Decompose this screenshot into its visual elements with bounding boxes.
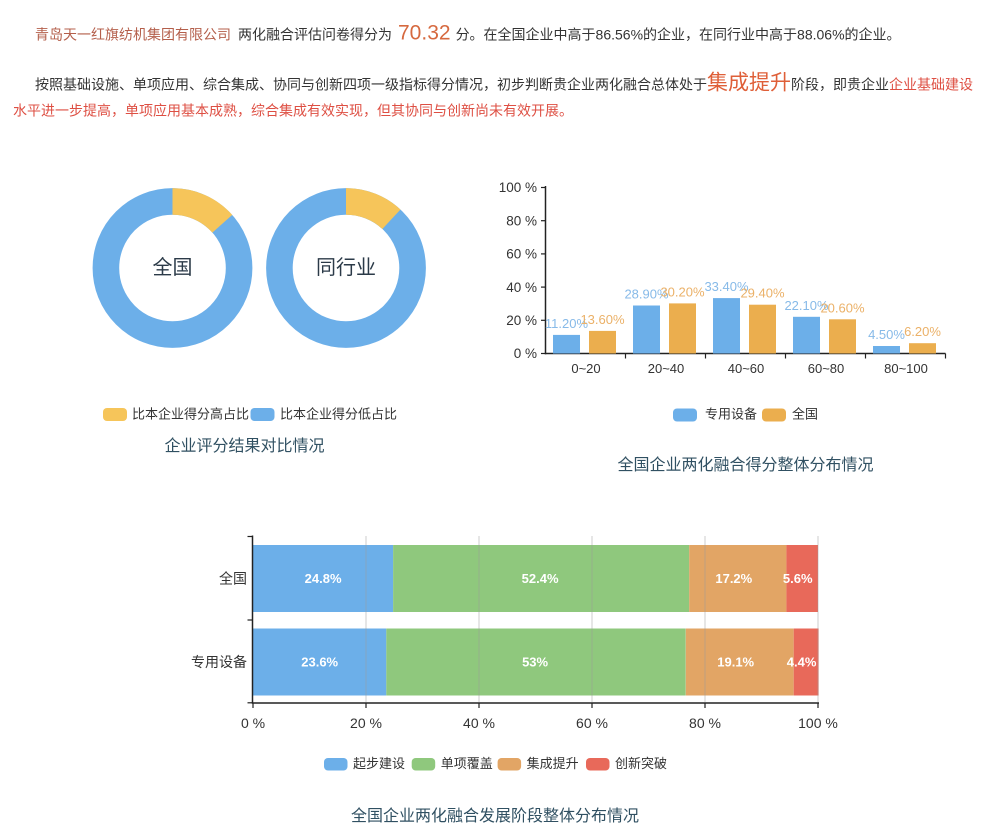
svg-text:24.8%: 24.8%: [305, 571, 342, 586]
svg-text:全国企业两化融合得分整体分布情况: 全国企业两化融合得分整体分布情况: [617, 456, 873, 474]
svg-text:40 %: 40 %: [506, 280, 537, 295]
svg-text:专用设备: 专用设备: [191, 654, 247, 670]
svg-text:创新突破: 创新突破: [615, 756, 667, 771]
svg-text:40 %: 40 %: [463, 715, 495, 731]
svg-text:全国: 全国: [153, 256, 193, 279]
svg-text:17.2%: 17.2%: [715, 571, 752, 586]
svg-text:0~20: 0~20: [571, 361, 600, 376]
svg-text:0 %: 0 %: [241, 715, 265, 731]
svg-text:水平进一步提高，单项应用基本成熟，综合集成有效实现，但其协同: 水平进一步提高，单项应用基本成熟，综合集成有效实现，但其协同与创新尚未有效开展。: [13, 103, 573, 119]
svg-text:40~60: 40~60: [728, 361, 765, 376]
svg-text:23.6%: 23.6%: [301, 655, 338, 670]
svg-text:集成提升: 集成提升: [527, 756, 579, 771]
svg-text:6.20%: 6.20%: [904, 324, 941, 339]
svg-text:比本企业得分低占比: 比本企业得分低占比: [280, 407, 397, 422]
svg-text:4.50%: 4.50%: [868, 327, 905, 342]
svg-text:29.40%: 29.40%: [740, 286, 785, 301]
svg-text:80~100: 80~100: [884, 361, 928, 376]
svg-text:80 %: 80 %: [689, 715, 721, 731]
svg-text:53%: 53%: [522, 655, 548, 670]
svg-text:60~80: 60~80: [808, 361, 845, 376]
svg-text:19.1%: 19.1%: [717, 655, 754, 670]
svg-text:33.40%: 33.40%: [704, 279, 749, 294]
svg-text:同行业: 同行业: [316, 256, 376, 279]
svg-text:专用设备: 专用设备: [705, 407, 757, 422]
svg-text:13.60%: 13.60%: [580, 312, 625, 327]
svg-text:5.6%: 5.6%: [783, 571, 813, 586]
svg-text:按照基础设施、单项应用、综合集成、协同与创新四项一级指标得分: 按照基础设施、单项应用、综合集成、协同与创新四项一级指标得分情况，初步判断贵企业…: [35, 72, 973, 95]
svg-text:22.10%: 22.10%: [784, 298, 829, 313]
svg-text:30.20%: 30.20%: [660, 284, 705, 299]
svg-text:60 %: 60 %: [506, 247, 537, 262]
svg-text:20.60%: 20.60%: [820, 300, 865, 315]
svg-text:全国企业两化融合发展阶段整体分布情况: 全国企业两化融合发展阶段整体分布情况: [351, 807, 639, 825]
svg-text:80 %: 80 %: [506, 213, 537, 228]
svg-text:11.20%: 11.20%: [545, 316, 589, 331]
svg-text:60 %: 60 %: [576, 715, 608, 731]
svg-text:20 %: 20 %: [506, 313, 537, 328]
svg-text:100 %: 100 %: [499, 180, 537, 195]
svg-text:20~40: 20~40: [648, 361, 685, 376]
svg-text:单项覆盖: 单项覆盖: [441, 756, 493, 771]
svg-text:100 %: 100 %: [798, 715, 838, 731]
svg-text:52.4%: 52.4%: [522, 571, 559, 586]
svg-text:全国: 全国: [219, 571, 247, 587]
svg-text:28.90%: 28.90%: [624, 287, 669, 302]
svg-text:起步建设: 起步建设: [353, 756, 405, 771]
svg-text:企业评分结果对比情况: 企业评分结果对比情况: [164, 437, 324, 455]
svg-text:比本企业得分高占比: 比本企业得分高占比: [132, 407, 249, 422]
svg-text:全国: 全国: [792, 407, 818, 422]
svg-text:4.4%: 4.4%: [787, 655, 817, 670]
svg-text:0 %: 0 %: [514, 346, 537, 361]
svg-text:20 %: 20 %: [350, 715, 382, 731]
